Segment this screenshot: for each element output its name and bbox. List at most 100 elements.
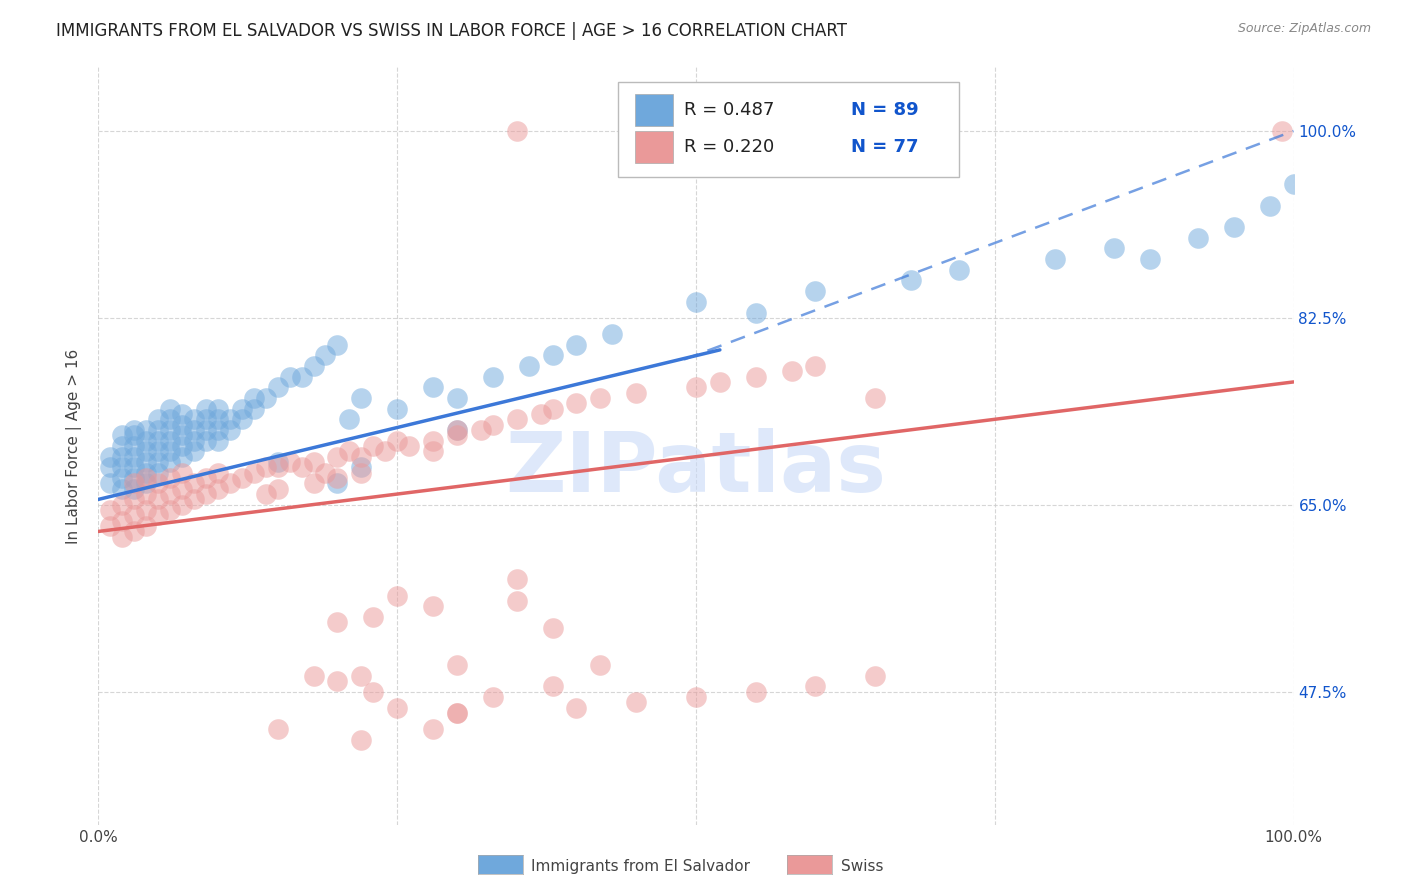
Point [1139,252,1161,266]
Point [159,444,181,458]
Point [148,423,170,437]
Point [148,444,170,458]
Point [159,434,181,448]
Point [172,439,194,453]
Point [326,615,349,630]
Point [243,391,266,405]
Point [350,450,373,464]
Point [530,407,553,421]
Text: R = 0.220: R = 0.220 [685,138,775,156]
Point [111,498,134,512]
Point [159,401,181,416]
Point [124,423,146,437]
Point [506,124,529,138]
Point [1043,252,1066,266]
Point [111,471,134,485]
Point [745,369,768,384]
Point [1187,231,1209,245]
Text: N = 89: N = 89 [852,101,920,120]
Point [124,428,146,442]
Text: ZIPatlas: ZIPatlas [506,428,886,509]
Point [195,412,218,426]
Point [363,684,385,698]
Point [124,476,146,491]
Point [148,434,170,448]
Point [602,326,624,341]
Point [422,380,444,394]
Point [172,428,194,442]
Point [111,514,134,528]
Point [315,466,337,480]
Point [589,391,612,405]
Point [267,722,290,736]
Point [195,434,218,448]
Point [446,428,468,442]
Point [148,492,170,507]
Point [172,466,194,480]
Point [267,460,290,475]
Point [446,423,468,437]
Point [98,519,122,533]
Point [589,657,612,672]
Point [124,482,146,496]
Point [422,444,444,458]
Point [541,401,564,416]
Point [183,476,205,491]
Point [207,412,229,426]
Point [278,455,301,469]
Point [481,369,505,384]
Point [207,466,229,480]
Point [315,348,337,362]
Point [865,391,887,405]
Point [98,503,122,517]
Point [231,401,253,416]
Point [363,610,385,624]
Point [183,423,205,437]
Point [422,599,444,614]
Point [148,508,170,523]
Point [780,364,803,378]
Point [183,434,205,448]
Point [231,471,253,485]
Point [470,423,492,437]
Point [124,508,146,523]
Point [135,466,157,480]
Point [124,450,146,464]
Point [446,706,468,720]
Point [350,391,373,405]
Text: Immigrants from El Salvador: Immigrants from El Salvador [531,859,751,873]
Point [1223,220,1246,235]
Point [124,439,146,453]
Point [111,530,134,544]
Point [481,417,505,432]
Point [865,668,887,682]
Point [135,503,157,517]
Point [685,294,707,309]
Point [385,589,409,603]
Point [135,487,157,501]
Point [1271,124,1294,138]
Point [745,684,768,698]
Point [517,359,540,373]
Point [745,305,768,319]
Point [135,476,157,491]
Point [243,466,266,480]
Point [219,412,242,426]
Point [135,455,157,469]
Point [900,273,922,287]
Point [278,369,301,384]
Point [111,439,134,453]
Text: Swiss: Swiss [841,859,883,873]
Point [446,423,468,437]
Point [172,450,194,464]
Point [207,423,229,437]
Point [159,487,181,501]
Point [159,471,181,485]
Point [159,455,181,469]
Point [135,444,157,458]
Point [291,369,314,384]
Point [148,412,170,426]
Point [565,700,588,714]
Point [254,460,277,475]
Point [804,679,827,693]
